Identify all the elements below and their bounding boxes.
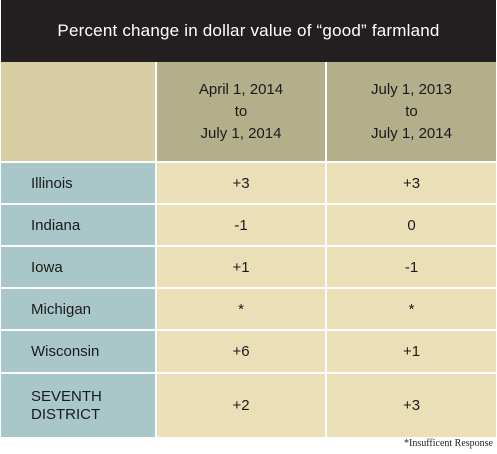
- column-header: July 1, 2013 to July 1, 2014: [327, 62, 496, 163]
- table-cell: -1: [157, 205, 327, 247]
- table-cell: +1: [157, 247, 327, 289]
- table-cell: 0: [327, 205, 496, 247]
- table-cell: *: [157, 289, 327, 331]
- table-cell: *: [327, 289, 496, 331]
- row-label-indiana: Indiana: [1, 205, 157, 247]
- farmland-table: April 1, 2014 to July 1, 2014 July 1, 20…: [1, 62, 496, 437]
- row-label-iowa: Iowa: [1, 247, 157, 289]
- table-title: Percent change in dollar value of “good”…: [1, 0, 496, 62]
- table-cell: +3: [327, 374, 496, 437]
- row-label-wisconsin: Wisconsin: [1, 331, 157, 374]
- table-cell: +6: [157, 331, 327, 374]
- table-cell: -1: [327, 247, 496, 289]
- table-cell: +1: [327, 331, 496, 374]
- row-label-seventh-district: SEVENTH DISTRICT: [1, 374, 157, 437]
- row-label-michigan: Michigan: [1, 289, 157, 331]
- column-header: April 1, 2014 to July 1, 2014: [157, 62, 327, 163]
- table-cell: +2: [157, 374, 327, 437]
- table-cell: +3: [327, 163, 496, 205]
- footnote: *Insufficent Response: [404, 438, 493, 449]
- header-corner: [1, 62, 157, 163]
- table-cell: +3: [157, 163, 327, 205]
- row-label-illinois: Illinois: [1, 163, 157, 205]
